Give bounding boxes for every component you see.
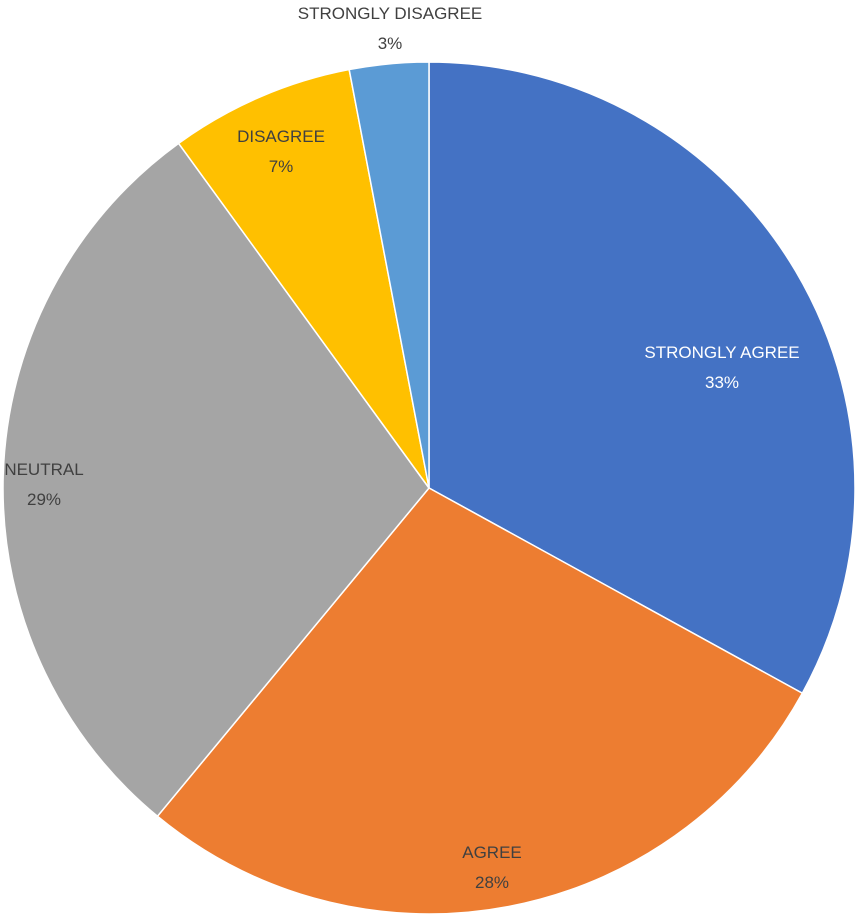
slice-value-strongly-agree: 33%	[705, 373, 739, 392]
slice-label-neutral: NEUTRAL	[4, 460, 83, 479]
slice-label-agree: AGREE	[462, 843, 522, 862]
pie-slice-strongly-agree	[428, 61, 856, 695]
slice-value-agree: 28%	[475, 873, 509, 892]
slice-label-disagree: DISAGREE	[237, 127, 325, 146]
pie-slice-disagree	[177, 68, 430, 489]
pie-slice-agree	[156, 487, 804, 915]
slice-value-disagree: 7%	[269, 157, 294, 176]
slice-label-strongly-disagree: STRONGLY DISAGREE	[298, 4, 483, 23]
slice-label-strongly-agree: STRONGLY AGREE	[644, 343, 799, 362]
slice-value-neutral: 29%	[27, 490, 61, 509]
pie-slice-strongly-disagree	[348, 61, 430, 489]
pie-slice-neutral	[2, 142, 430, 818]
pie-labels: STRONGLY AGREE 33% AGREE 28% NEUTRAL 29% DISAG…	[4, 4, 799, 892]
pie-slices	[2, 61, 856, 915]
slice-value-strongly-disagree: 3%	[378, 34, 403, 53]
